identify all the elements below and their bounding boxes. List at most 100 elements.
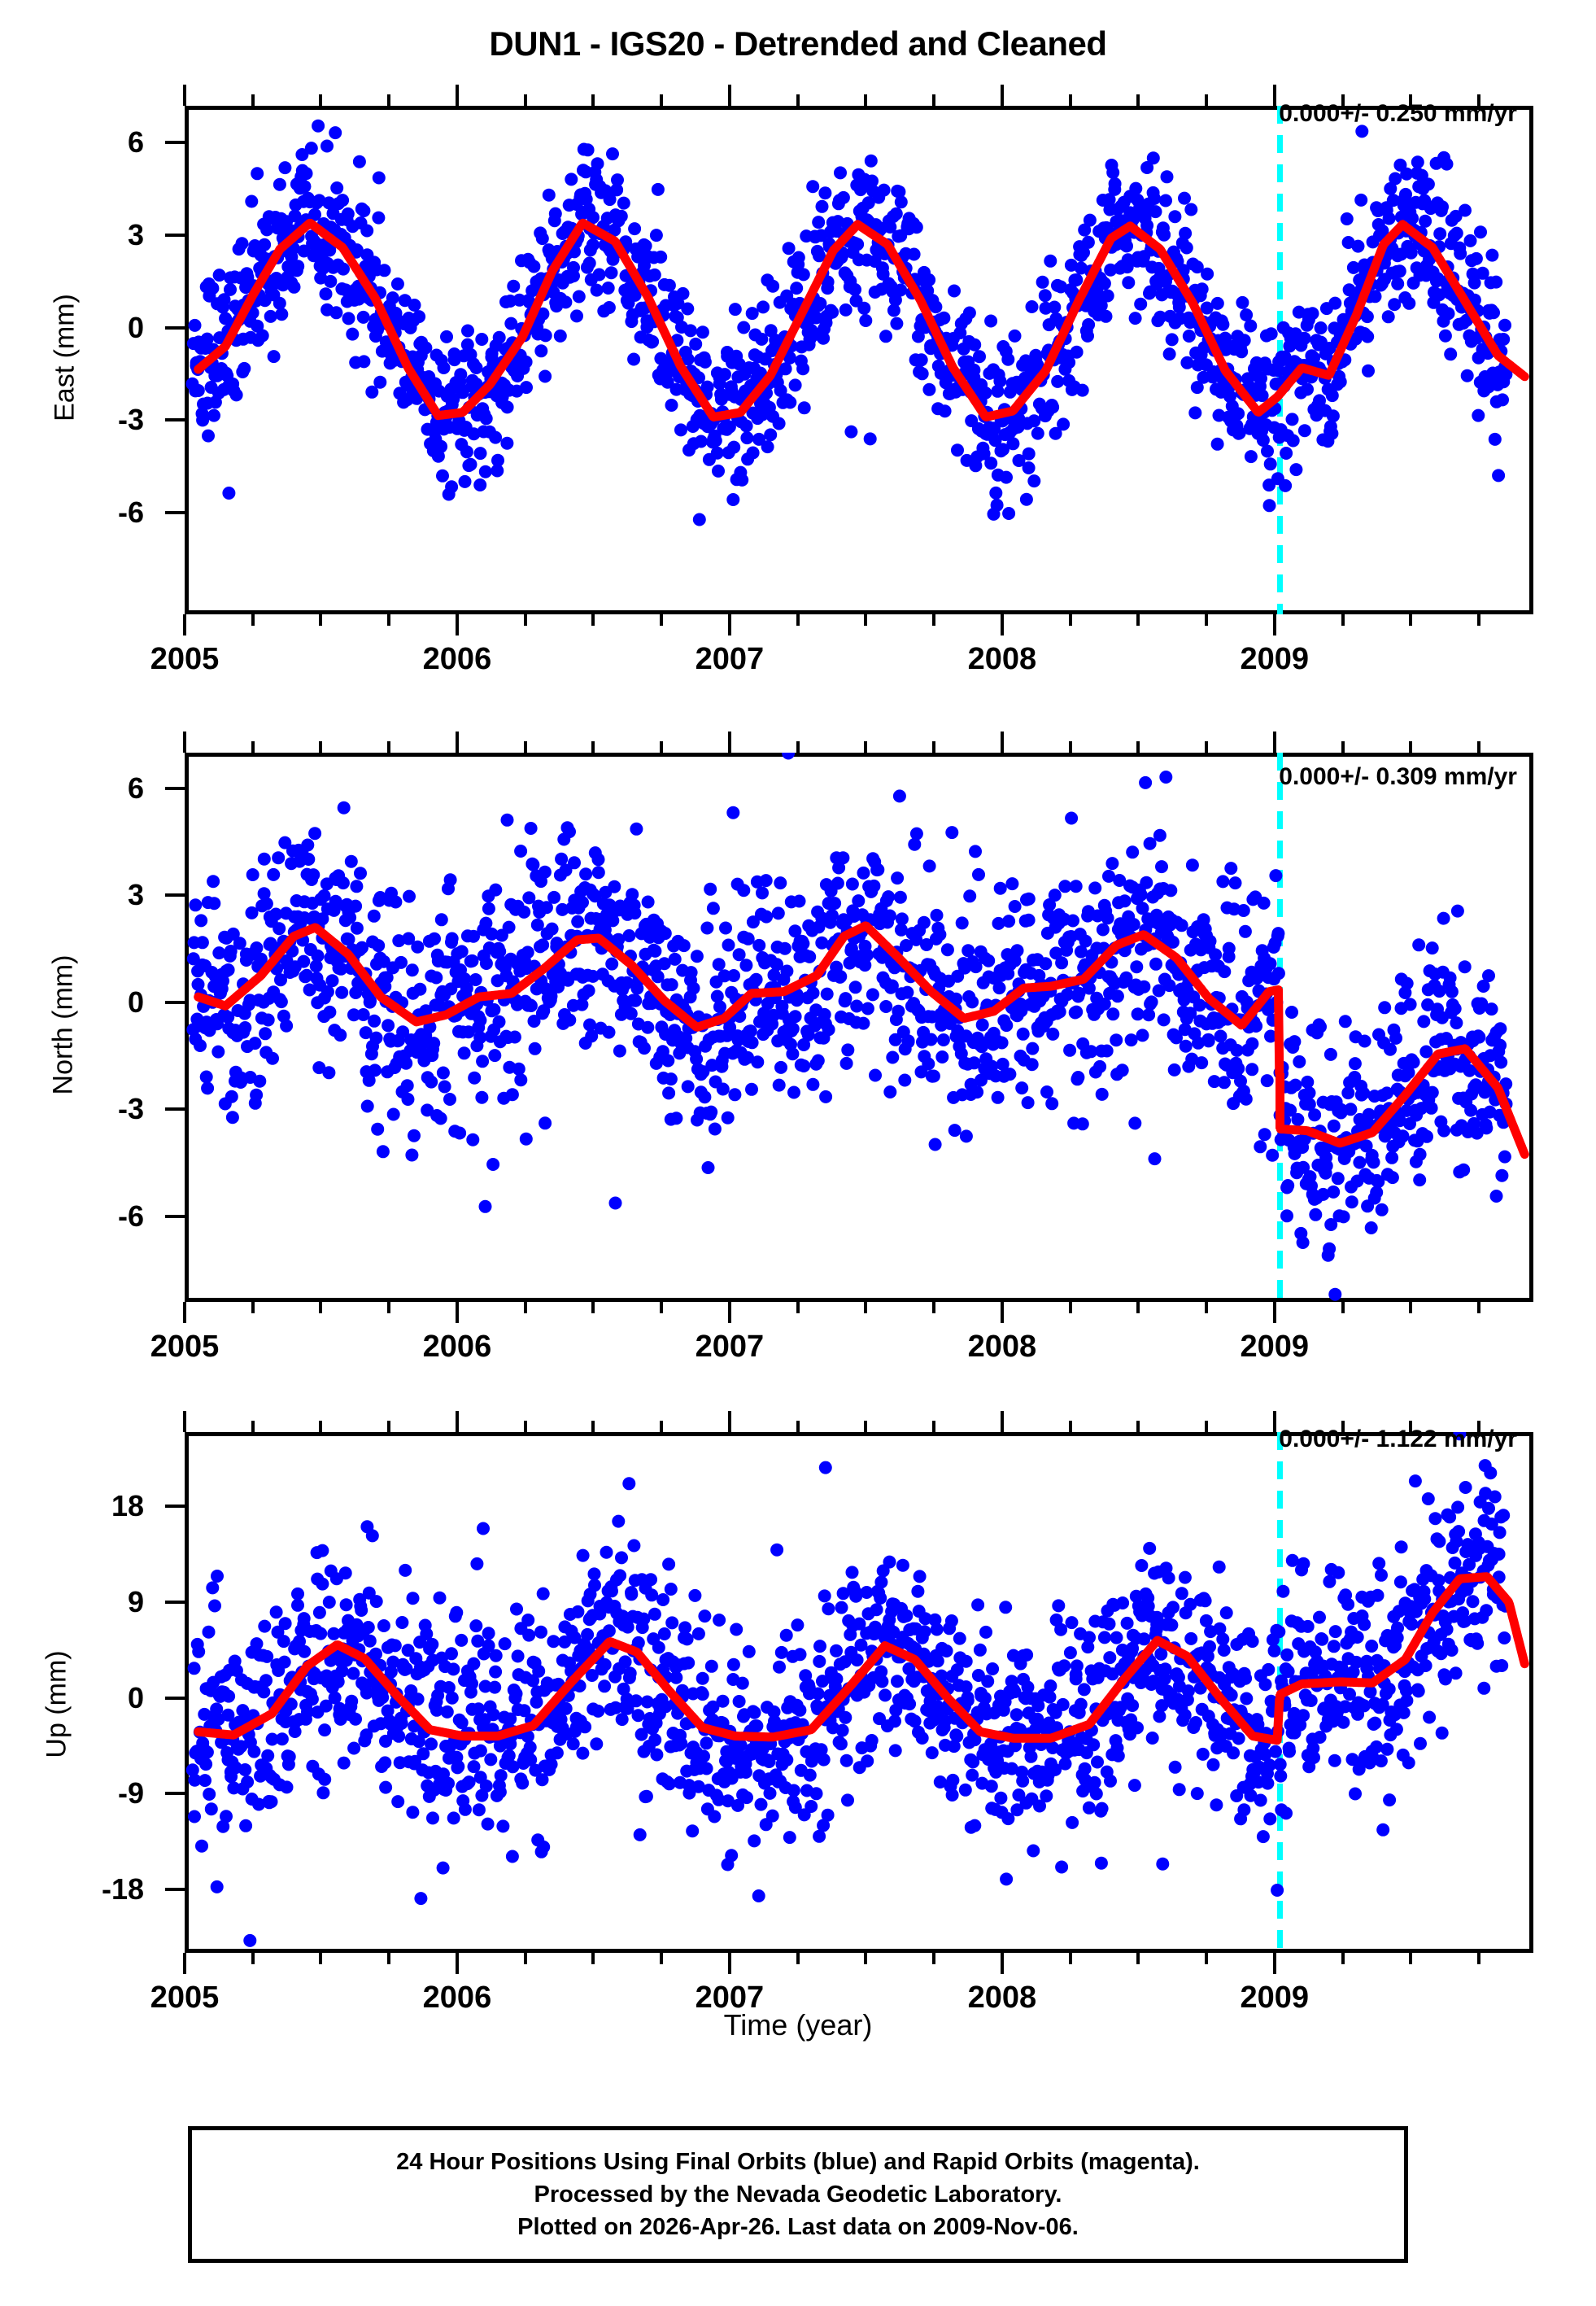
x-tick-mark-top-minor [387,741,391,753]
y-tick-label: 0 [127,310,144,344]
y-tick-mark [165,1107,185,1112]
x-tick-mark-top-minor [251,1421,255,1432]
x-tick-mark-top-minor [796,1421,800,1432]
x-tick-mark-major [1000,614,1004,635]
x-tick-mark-top-major [183,1411,186,1432]
x-tick-mark-minor [1068,1953,1072,1964]
x-tick-mark-minor [796,1302,800,1313]
x-tick-mark-top-minor [523,1421,527,1432]
x-tick-mark-major [1272,1953,1276,1974]
x-tick-mark-minor [591,1302,595,1313]
x-tick-mark-minor [660,614,664,626]
x-tick-mark-major [455,614,459,635]
x-tick-mark-top-major [455,1411,459,1432]
x-tick-mark-minor [932,1953,936,1964]
x-tick-label: 2008 [967,1330,1037,1364]
x-tick-mark-top-minor [591,94,595,106]
x-tick-label: 2005 [150,1981,220,2015]
x-tick-mark-major [727,614,731,635]
x-tick-mark-top-minor [1409,741,1413,753]
x-tick-mark-top-minor [1341,741,1345,753]
caption-line-3: Plotted on 2026-Apr-26. Last data on 200… [517,2214,1079,2240]
x-tick-mark-top-minor [523,741,527,753]
y-tick-label: 6 [127,125,144,159]
x-tick-label: 2009 [1240,642,1310,676]
x-tick-mark-minor [523,614,527,626]
x-tick-mark-minor [523,1302,527,1313]
x-tick-label: 2009 [1240,1330,1310,1364]
y-tick-mark [165,418,185,422]
panel-north [185,753,1533,1302]
x-tick-mark-minor [1136,1953,1140,1964]
x-tick-mark-top-minor [1205,94,1209,106]
x-tick-mark-minor [796,1953,800,1964]
x-tick-mark-minor [1341,1953,1345,1964]
x-tick-mark-top-major [1000,732,1004,753]
caption-line-1: 24 Hour Positions Using Final Orbits (bl… [396,2148,1200,2175]
x-tick-mark-minor [1409,614,1413,626]
plot-area-up [185,1432,1533,1953]
scatter-plot-east [185,106,1529,614]
x-tick-mark-top-minor [591,1421,595,1432]
x-tick-mark-major [1272,614,1276,635]
x-tick-mark-top-minor [660,1421,664,1432]
rate-annotation-east: 0.000+/- 0.250 mm/yr [1279,100,1517,127]
x-tick-mark-top-major [1000,1411,1004,1432]
x-tick-mark-minor [591,614,595,626]
x-tick-mark-top-minor [1136,94,1140,106]
y-tick-mark [165,1792,185,1796]
y-tick-mark [165,786,185,790]
y-tick-mark [165,1000,185,1004]
x-tick-mark-minor [1477,1302,1480,1313]
x-tick-label: 2007 [695,1330,765,1364]
x-tick-mark-major [183,614,186,635]
page-title: DUN1 - IGS20 - Detrended and Cleaned [489,24,1107,63]
x-tick-mark-top-major [727,1411,731,1432]
x-tick-mark-minor [387,614,391,626]
x-tick-mark-minor [523,1953,527,1964]
x-tick-mark-minor [1136,1302,1140,1313]
x-tick-mark-top-minor [932,1421,936,1432]
x-tick-mark-minor [1205,614,1209,626]
x-tick-label: 2008 [967,1981,1037,2015]
y-tick-mark [165,1887,185,1891]
y-tick-mark [165,511,185,514]
y-tick-label: -6 [117,1199,144,1233]
y-tick-label: -3 [117,403,144,437]
x-tick-mark-top-minor [319,94,323,106]
x-tick-label: 2006 [422,642,492,676]
x-tick-mark-top-major [1272,1411,1276,1432]
x-tick-mark-top-minor [1341,1421,1345,1432]
x-tick-mark-minor [660,1953,664,1964]
x-tick-mark-minor [1068,614,1072,626]
x-tick-mark-major [455,1953,459,1974]
x-tick-mark-top-minor [1409,1421,1413,1432]
x-tick-mark-top-major [455,732,459,753]
x-tick-mark-minor [251,1953,255,1964]
x-tick-mark-top-major [183,732,186,753]
y-tick-mark [165,1696,185,1700]
x-tick-mark-top-major [1000,85,1004,106]
y-tick-label: 18 [111,1489,144,1523]
x-tick-mark-major [727,1953,731,1974]
x-tick-mark-top-minor [1477,94,1480,106]
x-tick-mark-top-minor [864,1421,868,1432]
x-tick-mark-top-minor [1068,94,1072,106]
x-tick-mark-minor [319,1953,323,1964]
x-tick-mark-minor [864,614,868,626]
x-tick-mark-major [455,1302,459,1323]
figure-caption-box: 24 Hour Positions Using Final Orbits (bl… [188,2126,1408,2263]
x-tick-mark-minor [1409,1953,1413,1964]
x-tick-mark-top-minor [864,741,868,753]
y-tick-mark [165,234,185,238]
x-tick-mark-minor [319,1302,323,1313]
x-tick-mark-minor [251,1302,255,1313]
plot-area-north [185,753,1533,1302]
x-tick-mark-top-major [727,85,731,106]
x-tick-mark-top-minor [1205,741,1209,753]
x-tick-mark-minor [387,1302,391,1313]
x-tick-mark-top-major [727,732,731,753]
y-tick-label: -9 [117,1776,144,1810]
x-tick-mark-minor [1409,1302,1413,1313]
x-tick-mark-top-minor [523,94,527,106]
